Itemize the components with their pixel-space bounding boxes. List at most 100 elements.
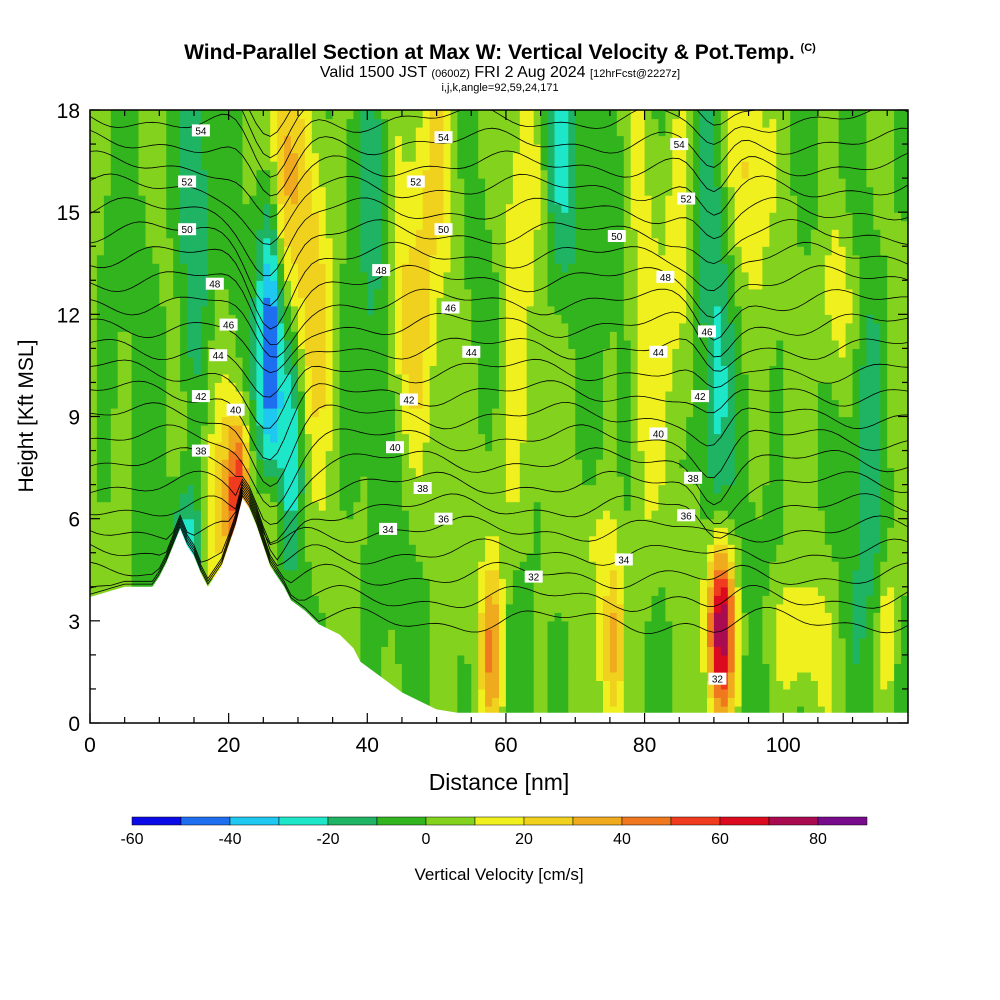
velocity-cell	[311, 382, 320, 392]
velocity-cell	[464, 314, 472, 324]
velocity-cell	[96, 118, 105, 128]
velocity-cell	[152, 314, 160, 324]
velocity-cell	[124, 373, 133, 383]
velocity-cell	[540, 331, 549, 341]
velocity-cell	[270, 425, 278, 435]
velocity-cell	[415, 246, 424, 256]
velocity-cell	[277, 288, 285, 298]
velocity-cell	[492, 356, 500, 366]
velocity-cell	[117, 152, 126, 162]
velocity-cell	[131, 365, 140, 375]
velocity-cell	[540, 612, 549, 622]
velocity-cell	[346, 612, 354, 622]
velocity-cell	[256, 416, 264, 426]
velocity-cell	[207, 356, 216, 366]
velocity-cell	[443, 331, 451, 341]
velocity-cell	[540, 263, 549, 273]
velocity-cell	[145, 297, 153, 307]
velocity-cell	[450, 246, 458, 256]
velocity-cell	[526, 220, 535, 230]
velocity-cell	[388, 476, 396, 486]
velocity-cell	[471, 195, 479, 205]
velocity-cell	[568, 637, 576, 647]
velocity-cell	[526, 671, 535, 681]
velocity-cell	[388, 654, 396, 664]
velocity-cell	[512, 671, 521, 681]
velocity-cell	[429, 408, 438, 418]
velocity-cell	[408, 254, 417, 264]
velocity-cell	[200, 501, 209, 511]
velocity-cell	[325, 135, 334, 145]
velocity-cell	[478, 408, 486, 418]
velocity-cell	[138, 161, 146, 171]
velocity-cell	[519, 322, 528, 332]
velocity-cell	[478, 535, 486, 545]
velocity-cell	[90, 484, 98, 494]
velocity-cell	[360, 484, 368, 494]
velocity-cell	[533, 442, 542, 452]
velocity-cell	[561, 399, 569, 409]
velocity-cell	[214, 169, 223, 179]
velocity-cell	[485, 118, 493, 128]
velocity-cell	[381, 493, 389, 503]
velocity-cell	[145, 127, 153, 137]
velocity-cell	[554, 706, 562, 716]
velocity-cell	[152, 391, 160, 401]
velocity-cell	[298, 110, 306, 120]
velocity-cell	[464, 288, 472, 298]
velocity-cell	[221, 399, 230, 409]
velocity-cell	[207, 373, 216, 383]
velocity-cell	[395, 288, 403, 298]
velocity-cell	[401, 425, 410, 435]
velocity-cell	[346, 518, 354, 528]
velocity-cell	[339, 373, 348, 383]
velocity-cell	[325, 365, 334, 375]
velocity-cell	[117, 246, 126, 256]
velocity-cell	[388, 484, 396, 494]
velocity-cell	[478, 569, 486, 579]
velocity-cell	[374, 391, 382, 401]
velocity-cell	[492, 135, 500, 145]
velocity-cell	[298, 203, 306, 213]
velocity-cell	[207, 169, 216, 179]
velocity-cell	[263, 450, 271, 460]
velocity-cell	[429, 203, 438, 213]
velocity-cell	[374, 288, 382, 298]
velocity-cell	[249, 263, 257, 273]
velocity-cell	[284, 535, 292, 545]
velocity-cell	[374, 135, 382, 145]
velocity-cell	[180, 408, 188, 418]
velocity-cell	[339, 356, 348, 366]
velocity-cell	[443, 263, 451, 273]
velocity-cell	[478, 373, 486, 383]
velocity-cell	[173, 510, 181, 520]
velocity-cell	[235, 203, 244, 213]
velocity-cell	[90, 220, 98, 230]
velocity-cell	[124, 493, 133, 503]
velocity-cell	[533, 527, 542, 537]
velocity-cell	[263, 476, 271, 486]
velocity-cell	[138, 195, 146, 205]
velocity-cell	[485, 144, 493, 154]
velocity-cell	[291, 433, 299, 443]
velocity-cell	[360, 416, 368, 426]
velocity-cell	[519, 288, 528, 298]
velocity-cell	[318, 246, 327, 256]
velocity-cell	[242, 433, 250, 443]
velocity-cell	[450, 510, 458, 520]
velocity-cell	[103, 331, 112, 341]
velocity-cell	[339, 493, 348, 503]
velocity-cell	[346, 195, 354, 205]
velocity-cell	[353, 297, 361, 307]
velocity-cell	[429, 391, 438, 401]
velocity-cell	[277, 493, 285, 503]
velocity-cell	[388, 663, 396, 673]
velocity-cell	[512, 561, 521, 571]
velocity-cell	[103, 527, 112, 537]
velocity-cell	[401, 484, 410, 494]
velocity-cell	[505, 169, 514, 179]
velocity-cell	[311, 280, 320, 290]
velocity-cell	[298, 365, 306, 375]
velocity-cell	[464, 331, 472, 341]
velocity-cell	[90, 408, 98, 418]
